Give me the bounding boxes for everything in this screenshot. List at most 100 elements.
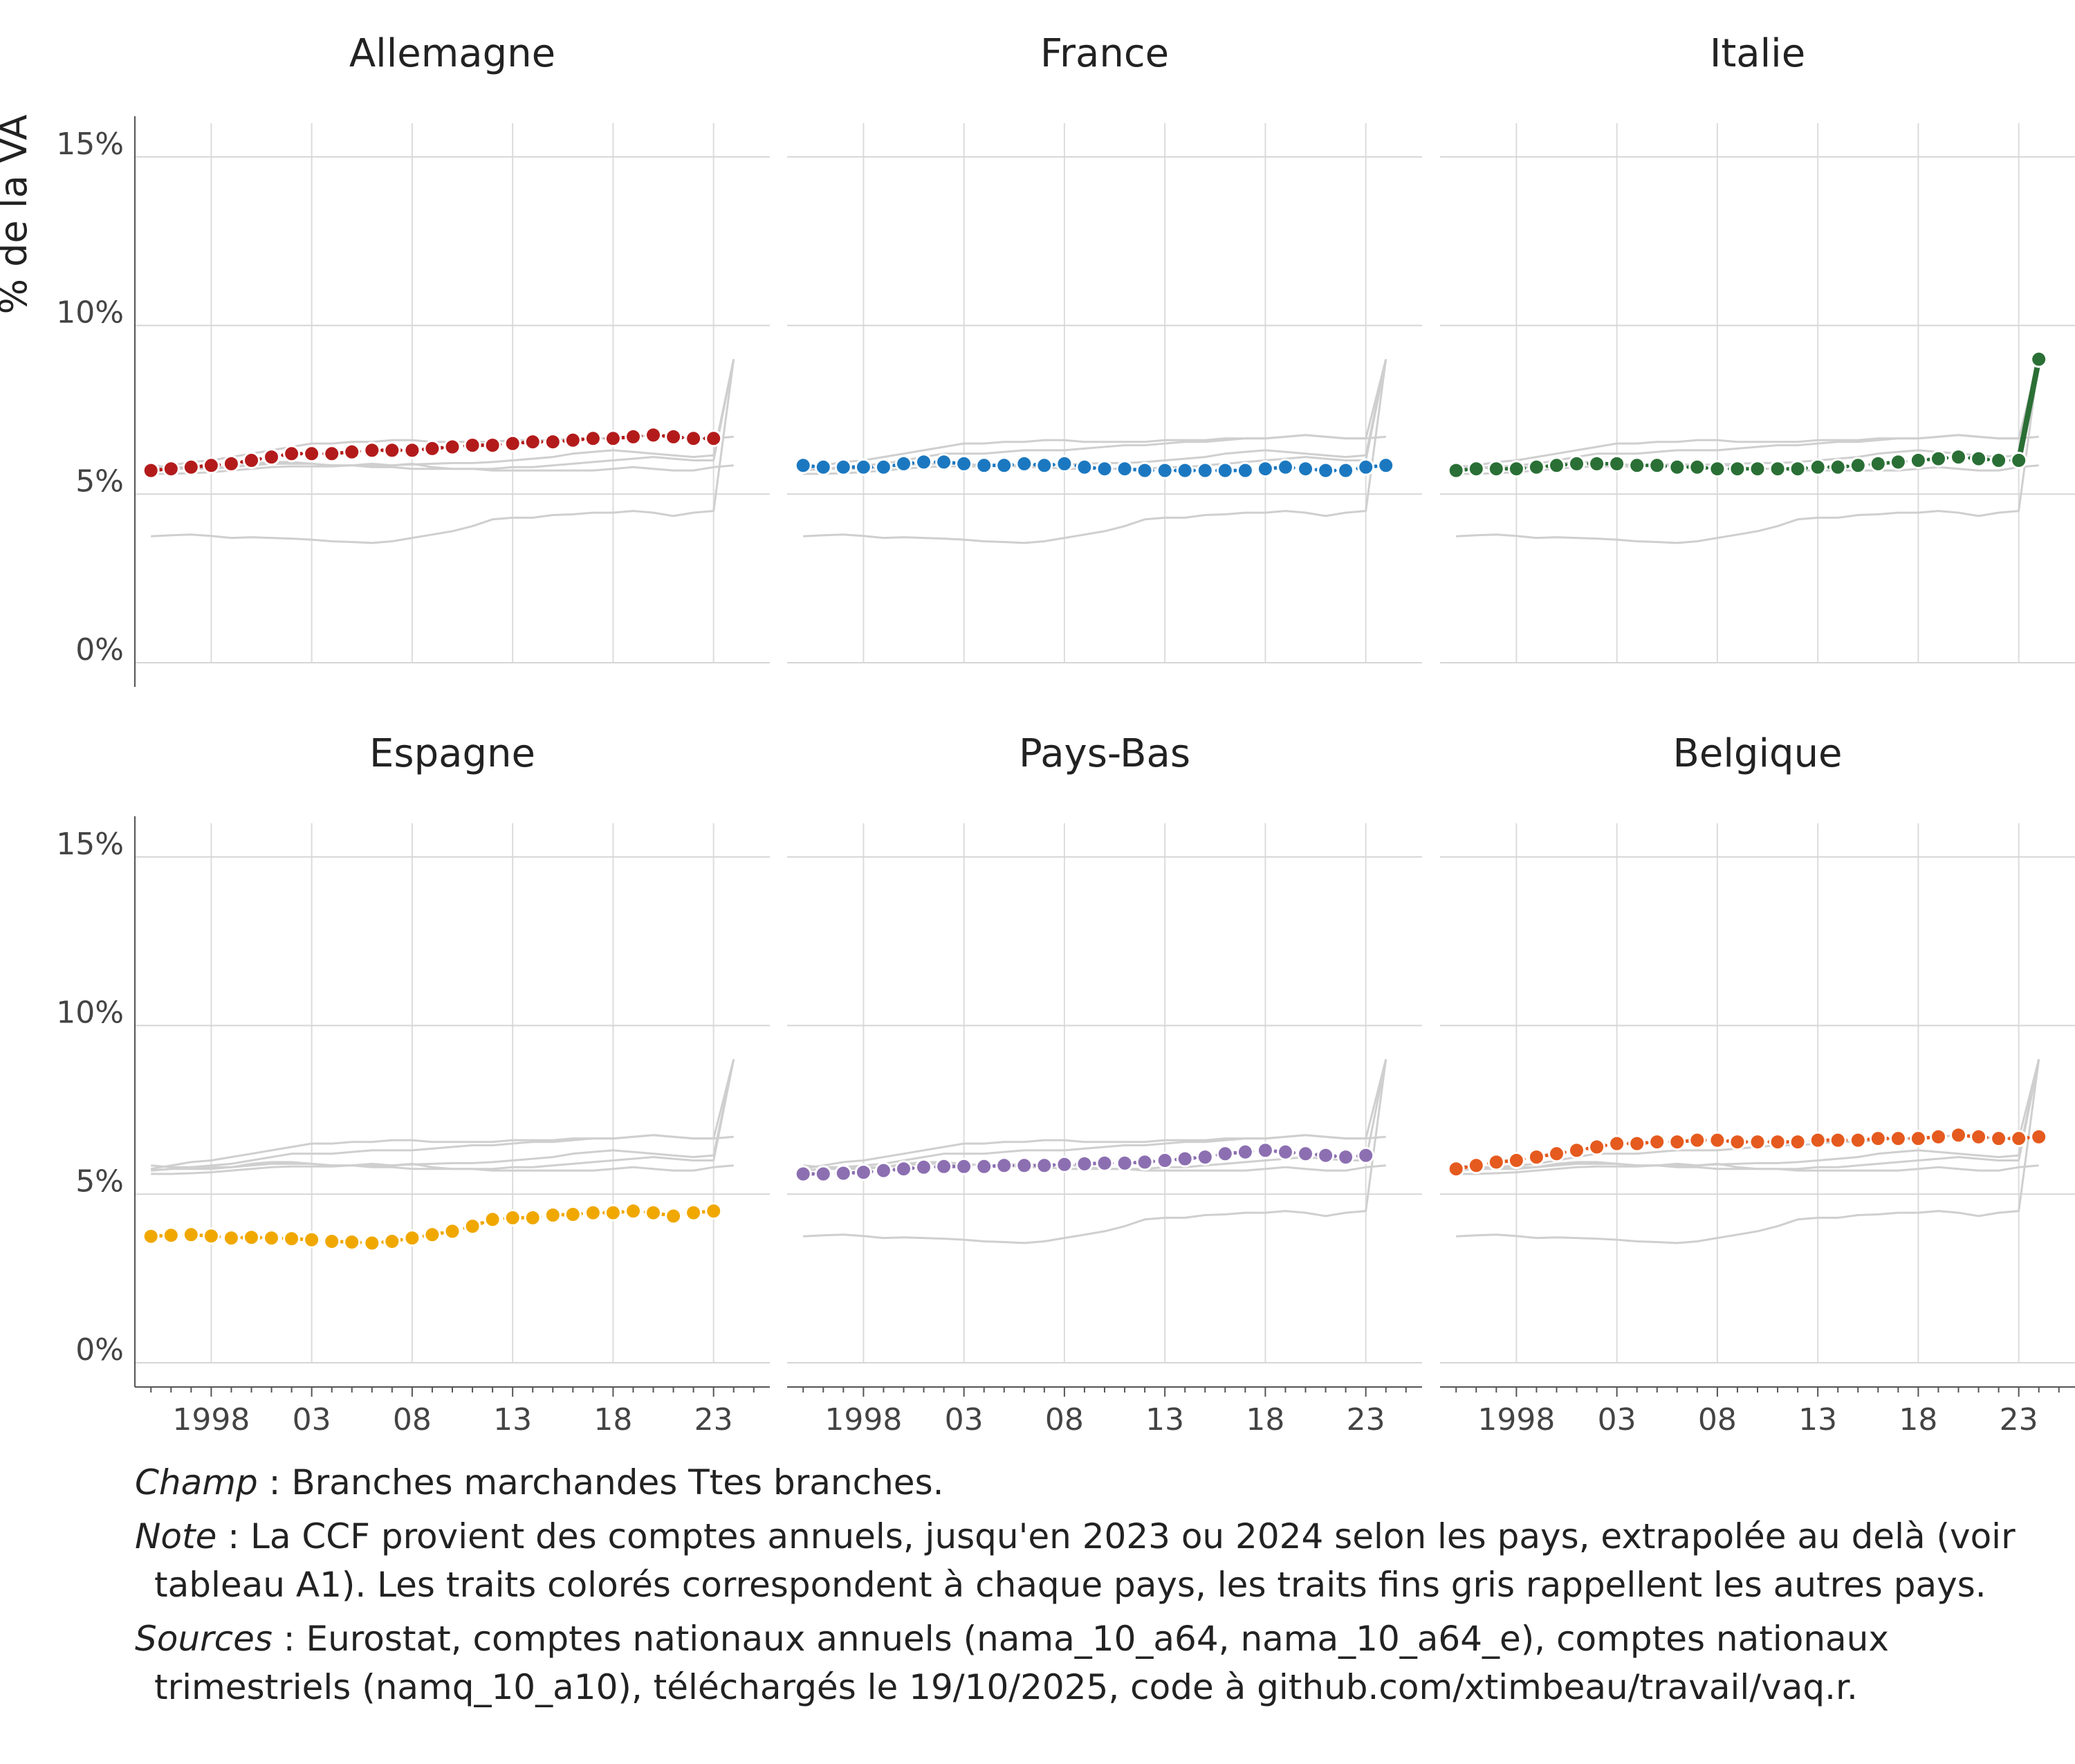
data-point-belgique-2014	[1829, 1131, 1847, 1149]
data-point-belgique-2020	[1950, 1126, 1967, 1144]
data-point-france-2024	[1377, 457, 1395, 475]
data-point-france-2015	[1196, 461, 1214, 479]
data-point-espagne-2007	[383, 1233, 401, 1250]
data-point-belgique-2023	[2010, 1130, 2028, 1148]
data-point-france-2023	[1357, 458, 1375, 476]
context-line-italie	[1456, 1059, 2040, 1172]
x-tick-label: 23	[694, 1402, 733, 1437]
data-point-france-2002	[935, 453, 953, 471]
data-point-pays-bas-2001	[915, 1158, 932, 1176]
data-point-france-1997	[834, 458, 852, 476]
data-point-italie-2008	[1708, 460, 1726, 478]
data-point-allemagne-1997	[182, 458, 200, 476]
data-point-pays-bas-2005	[995, 1157, 1013, 1175]
data-point-allemagne-1998	[202, 457, 220, 475]
data-point-allemagne-2012	[483, 437, 501, 454]
data-point-allemagne-2009	[423, 439, 441, 457]
data-point-pays-bas-2019	[1277, 1143, 1294, 1161]
x-tick-label: 03	[1598, 1402, 1636, 1437]
data-point-espagne-2011	[463, 1218, 481, 1235]
data-point-espagne-2017	[584, 1204, 602, 1222]
panel-allemagne: Allemagne 0% 5% 10% 15%	[56, 31, 770, 687]
data-point-italie-1995	[1447, 461, 1465, 479]
data-point-italie-2009	[1728, 460, 1746, 478]
data-point-pays-bas-2020	[1297, 1145, 1314, 1163]
y-tick-label: 5%	[75, 463, 124, 499]
x-tick-label: 1998	[824, 1402, 902, 1437]
data-point-italie-1996	[1467, 460, 1485, 478]
champ-label: Champ	[135, 1462, 258, 1503]
data-point-espagne-2003	[303, 1231, 321, 1249]
y-tick-label: 10%	[56, 295, 124, 331]
x-tick-label: 13	[493, 1402, 532, 1437]
data-point-espagne-2012	[483, 1211, 501, 1229]
data-point-italie-1998	[1507, 460, 1525, 478]
x-tick-label: 13	[1145, 1402, 1184, 1437]
data-point-belgique-2010	[1749, 1133, 1767, 1151]
data-point-france-2009	[1076, 458, 1094, 476]
data-point-france-1998	[854, 458, 872, 476]
data-point-italie-1997	[1487, 460, 1505, 478]
note-text: : La CCF provient des comptes annuels, j…	[154, 1516, 2016, 1605]
data-point-allemagne-2011	[463, 437, 481, 454]
data-point-allemagne-2021	[665, 428, 683, 445]
data-point-espagne-2005	[343, 1233, 361, 1251]
data-point-belgique-2012	[1789, 1133, 1807, 1151]
data-point-belgique-2002	[1588, 1138, 1606, 1156]
data-point-espagne-2008	[403, 1229, 421, 1247]
panel-france: France	[787, 31, 1422, 663]
data-point-france-2012	[1136, 461, 1154, 479]
data-point-espagne-2023	[705, 1202, 723, 1220]
context-line-espagne	[151, 359, 735, 544]
context-line-pays-bas	[151, 1058, 735, 1175]
data-point-pays-bas-2016	[1216, 1145, 1234, 1163]
data-point-belgique-1995	[1447, 1160, 1465, 1178]
data-point-espagne-2020	[645, 1204, 662, 1222]
data-point-italie-2023	[2010, 452, 2028, 469]
data-point-belgique-1997	[1487, 1153, 1505, 1171]
data-point-france-1999	[874, 458, 892, 476]
data-point-allemagne-2010	[443, 438, 461, 456]
y-tick-label: 15%	[56, 827, 124, 862]
data-point-belgique-2008	[1708, 1131, 1726, 1149]
data-point-france-2019	[1277, 458, 1294, 476]
data-point-allemagne-2023	[705, 430, 723, 448]
data-point-allemagne-2022	[685, 430, 703, 448]
data-point-italie-2019	[1930, 450, 1947, 468]
data-point-pays-bas-2017	[1236, 1143, 1254, 1161]
data-point-allemagne-2013	[504, 434, 522, 452]
panel-italie: Italie	[1440, 31, 2075, 663]
data-point-espagne-2006	[363, 1234, 381, 1252]
data-point-pays-bas-2008	[1055, 1155, 1073, 1173]
data-point-belgique-2006	[1668, 1133, 1686, 1151]
data-point-espagne-1999	[222, 1229, 240, 1247]
x-tick-label: 1998	[172, 1402, 250, 1437]
data-point-allemagne-1996	[162, 460, 180, 478]
data-point-italie-2001	[1568, 454, 1585, 472]
method-note: Note : La CCF provient des comptes annue…	[135, 1512, 2058, 1609]
data-point-italie-2015	[1849, 457, 1867, 475]
x-tick-label: 1998	[1477, 1402, 1555, 1437]
data-point-france-2010	[1096, 460, 1114, 478]
context-line-espagne	[803, 359, 1387, 544]
data-point-france-2000	[895, 454, 912, 472]
panel-espagne: Espagne 0% 5% 10% 15% 1998 03 08 13 18 23	[56, 731, 770, 1437]
data-point-belgique-2000	[1548, 1145, 1565, 1163]
data-point-espagne-2013	[504, 1209, 522, 1226]
data-point-italie-2007	[1688, 458, 1706, 476]
y-axis-label: % de la VA	[0, 115, 35, 315]
data-point-espagne-2021	[665, 1207, 683, 1225]
data-point-espagne-2019	[625, 1202, 642, 1220]
data-point-belgique-2019	[1930, 1128, 1947, 1146]
data-point-italie-2004	[1628, 457, 1646, 475]
x-tick-label: 03	[945, 1402, 984, 1437]
x-tick-label: 23	[1347, 1402, 1385, 1437]
data-point-france-2016	[1216, 461, 1234, 479]
faceted-line-chart: % de la VA Allemagne 0% 5% 10% 15% France Ital…	[0, 31, 2075, 1437]
data-point-allemagne-2002	[283, 445, 301, 463]
data-point-belgique-2017	[1889, 1130, 1907, 1148]
data-point-espagne-2009	[423, 1226, 441, 1244]
x-tick-label: 18	[1246, 1402, 1284, 1437]
data-point-france-2004	[975, 457, 993, 475]
data-point-pays-bas-1998	[854, 1164, 872, 1182]
